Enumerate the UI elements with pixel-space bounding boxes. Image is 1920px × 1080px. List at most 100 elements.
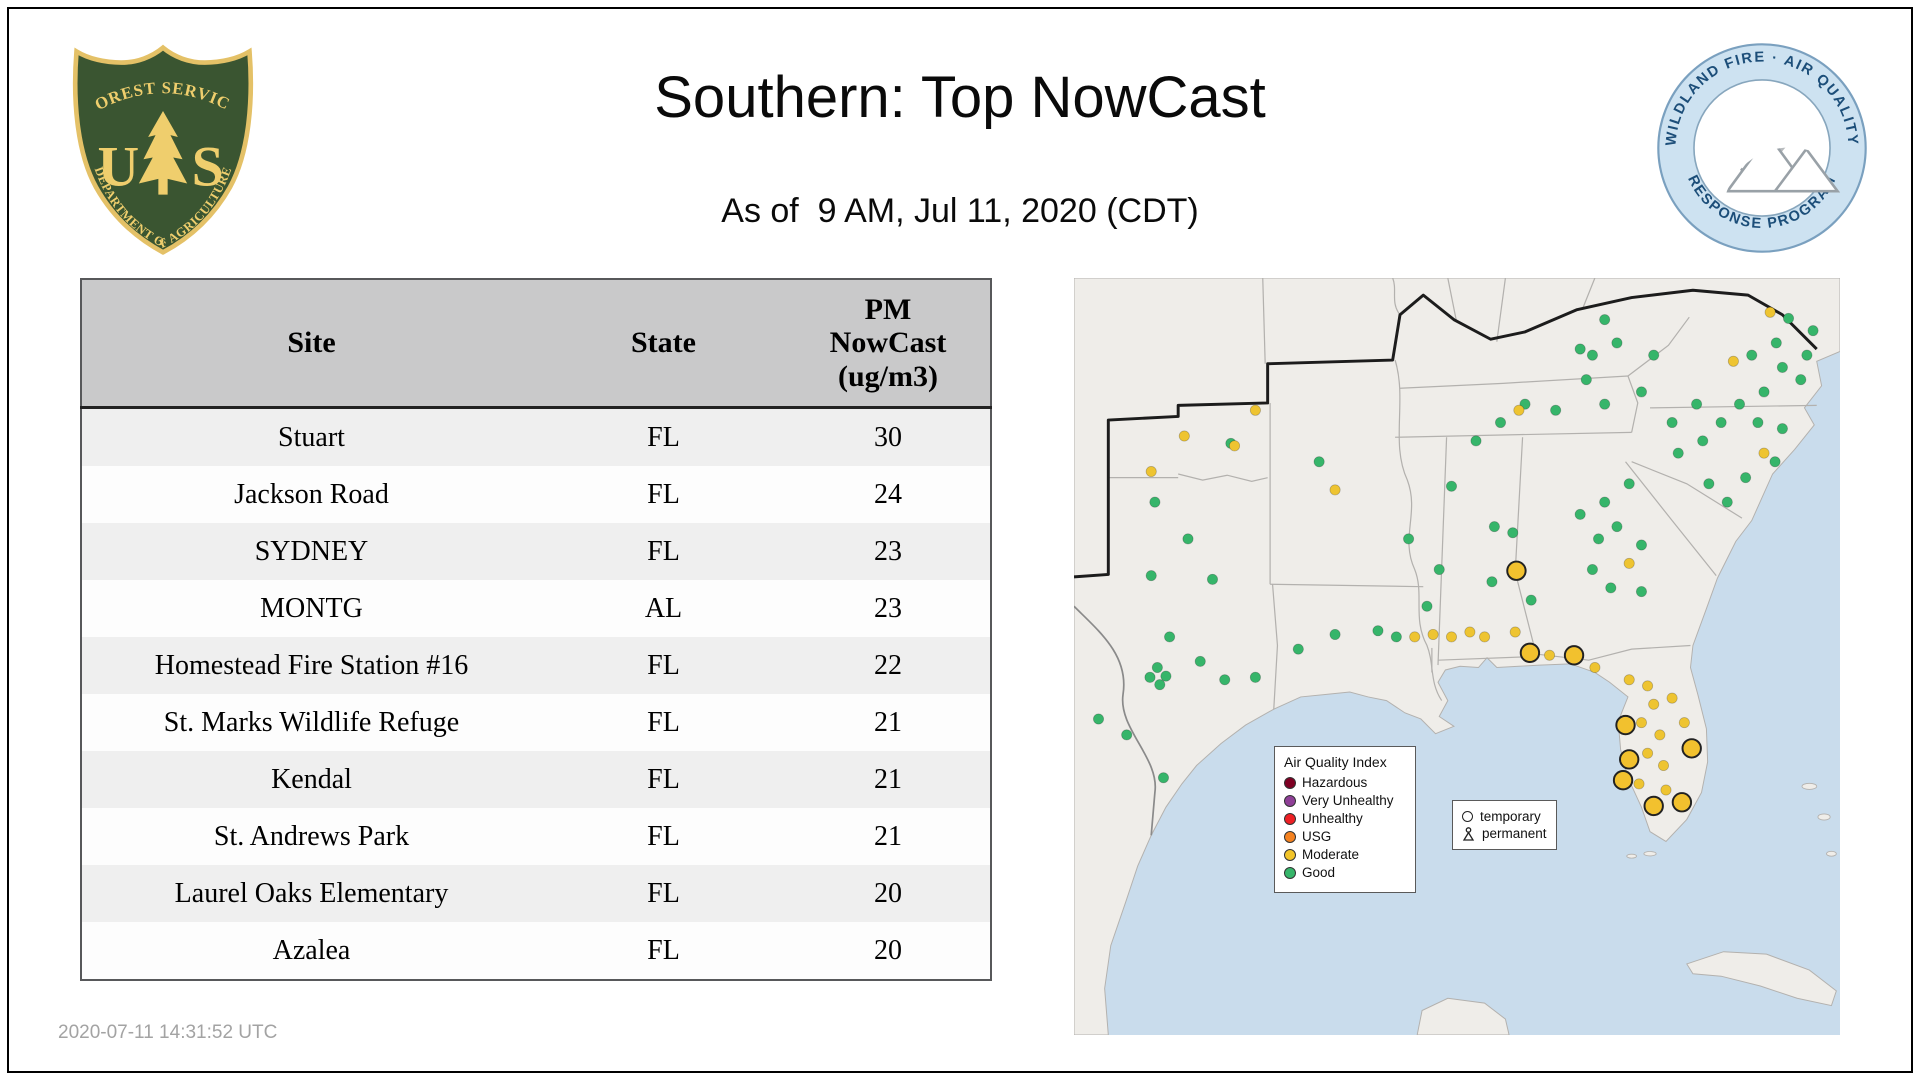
monitor-marker-good bbox=[1783, 312, 1795, 324]
monitor-marker-good bbox=[1635, 386, 1647, 398]
monitor-marker-good bbox=[1421, 600, 1433, 612]
state-cell: FL bbox=[647, 706, 680, 738]
monitor-marker-moderate bbox=[1660, 784, 1672, 796]
monitor-marker-good bbox=[1586, 349, 1598, 361]
monitor-marker-good bbox=[1740, 472, 1752, 484]
island bbox=[1817, 813, 1831, 821]
monitor-marker-good bbox=[1144, 671, 1156, 683]
monitor-marker-good bbox=[1733, 398, 1746, 410]
monitor-marker-good bbox=[1801, 349, 1813, 361]
table-row: MONTG AL 23 bbox=[81, 580, 991, 637]
aqi-color-dot bbox=[1284, 866, 1296, 879]
value-cell: 20 bbox=[874, 877, 902, 909]
monitor-marker-good bbox=[1145, 570, 1157, 582]
table-row: Kendal FL 21 bbox=[81, 751, 991, 808]
state-column-header: State bbox=[541, 279, 786, 409]
monitor-marker-good bbox=[1329, 628, 1341, 640]
aqi-color-dot bbox=[1284, 794, 1296, 807]
monitor-marker-temporary bbox=[1681, 738, 1702, 759]
monitor-marker-good bbox=[1611, 521, 1623, 533]
aqi-legend-item: Unhealthy bbox=[1284, 811, 1406, 826]
monitor-marker-good bbox=[1623, 478, 1635, 490]
monitor-marker-moderate bbox=[1648, 698, 1660, 710]
wfaqrp-inner-circle bbox=[1693, 79, 1831, 217]
aqi-color-dot bbox=[1284, 776, 1296, 789]
monitor-marker-good bbox=[1593, 533, 1605, 545]
monitor-marker-good bbox=[1599, 314, 1611, 326]
state-cell: FL bbox=[647, 820, 680, 852]
state-cell: AL bbox=[644, 592, 683, 624]
monitor-marker-good bbox=[1525, 594, 1537, 606]
usfs-logo: FOREST SERVICE U S DEPARTMENT OF AGRICUL… bbox=[70, 42, 254, 255]
aqi-legend: Air Quality Index Hazardous Very Unhealth… bbox=[1274, 746, 1416, 893]
monitor-marker-moderate bbox=[1758, 447, 1770, 459]
table-row: Laurel Oaks Elementary FL 20 bbox=[81, 865, 991, 922]
state-cell: FL bbox=[647, 421, 680, 453]
monitor-marker-good bbox=[1807, 325, 1819, 337]
site-cell: MONTG bbox=[260, 592, 363, 624]
monitor-marker-good bbox=[1635, 539, 1647, 551]
pm-nowcast-column-header: PM NowCast (ug/m3) bbox=[786, 279, 991, 409]
value-cell: 22 bbox=[874, 649, 902, 681]
aqi-color-dot bbox=[1284, 812, 1296, 825]
monitor-marker-good bbox=[1313, 456, 1325, 468]
monitor-marker-good bbox=[1697, 435, 1709, 447]
monitor-marker-good bbox=[1206, 573, 1219, 585]
site-cell: Stuart bbox=[278, 421, 345, 453]
table-row: Homestead Fire Station #16 FL 22 bbox=[81, 637, 991, 694]
aqi-legend-item: Very Unhealthy bbox=[1284, 793, 1406, 808]
monitor-marker-good bbox=[1574, 508, 1586, 520]
florida-keys bbox=[1626, 853, 1637, 859]
monitor-marker-good bbox=[1494, 417, 1507, 429]
monitor-marker-good bbox=[1715, 417, 1727, 429]
monitor-marker-good bbox=[1507, 527, 1519, 539]
cuba bbox=[1686, 951, 1837, 1007]
monitor-marker-good bbox=[1776, 423, 1788, 435]
monitor-marker-good bbox=[1486, 576, 1498, 588]
monitor-marker-good bbox=[1599, 496, 1611, 508]
permanent-marker-icon bbox=[1462, 826, 1475, 841]
monitor-marker-good bbox=[1445, 480, 1457, 492]
monitor-marker-moderate bbox=[1633, 778, 1645, 790]
monitor-marker-good bbox=[1403, 533, 1415, 545]
monitor-marker-good bbox=[1149, 496, 1161, 508]
value-cell: 21 bbox=[874, 706, 902, 738]
monitor-marker-moderate bbox=[1513, 404, 1525, 416]
monitor-marker-good bbox=[1219, 674, 1231, 686]
aqi-item-label: Very Unhealthy bbox=[1302, 793, 1394, 808]
aqi-color-dot bbox=[1284, 830, 1296, 843]
state-cell: FL bbox=[647, 649, 680, 681]
monitor-marker-good bbox=[1635, 586, 1647, 598]
monitor-marker-moderate bbox=[1654, 729, 1666, 741]
monitor-marker-good bbox=[1666, 417, 1678, 429]
monitor-marker-good bbox=[1194, 655, 1206, 667]
monitor-marker-temporary bbox=[1563, 645, 1585, 666]
monitor-marker-moderate bbox=[1666, 692, 1678, 704]
aqi-legend-title: Air Quality Index bbox=[1284, 754, 1387, 770]
value-cell: 21 bbox=[874, 763, 902, 795]
monitor-marker-moderate bbox=[1727, 355, 1739, 367]
monitor-marker-moderate bbox=[1445, 631, 1457, 643]
monitor-marker-moderate bbox=[1509, 626, 1521, 638]
monitor-marker-good bbox=[1776, 361, 1788, 373]
monitor-marker-good bbox=[1752, 417, 1764, 429]
monitor-marker-temporary bbox=[1506, 560, 1527, 581]
aqi-legend-item: Moderate bbox=[1284, 847, 1406, 862]
monitor-marker-moderate bbox=[1623, 557, 1635, 569]
monitor-marker-good bbox=[1703, 478, 1715, 490]
monitor-marker-good bbox=[1151, 662, 1163, 674]
value-cell: 30 bbox=[874, 421, 902, 453]
site-cell: SYDNEY bbox=[254, 535, 369, 567]
value-cell: 23 bbox=[874, 592, 902, 624]
monitor-marker-good bbox=[1721, 496, 1733, 508]
monitor-marker-moderate bbox=[1178, 430, 1190, 442]
monitor-marker-moderate bbox=[1657, 760, 1670, 772]
aqi-legend-item: USG bbox=[1284, 829, 1406, 844]
table-row: SYDNEY FL 23 bbox=[81, 523, 991, 580]
monitor-marker-good bbox=[1092, 713, 1105, 725]
monitor-marker-good bbox=[1157, 772, 1169, 784]
pine-tree-icon bbox=[138, 110, 188, 195]
site-cell: St. Andrews Park bbox=[213, 820, 410, 852]
monitor-marker-good bbox=[1121, 729, 1133, 741]
aqi-item-label: Moderate bbox=[1302, 847, 1360, 862]
